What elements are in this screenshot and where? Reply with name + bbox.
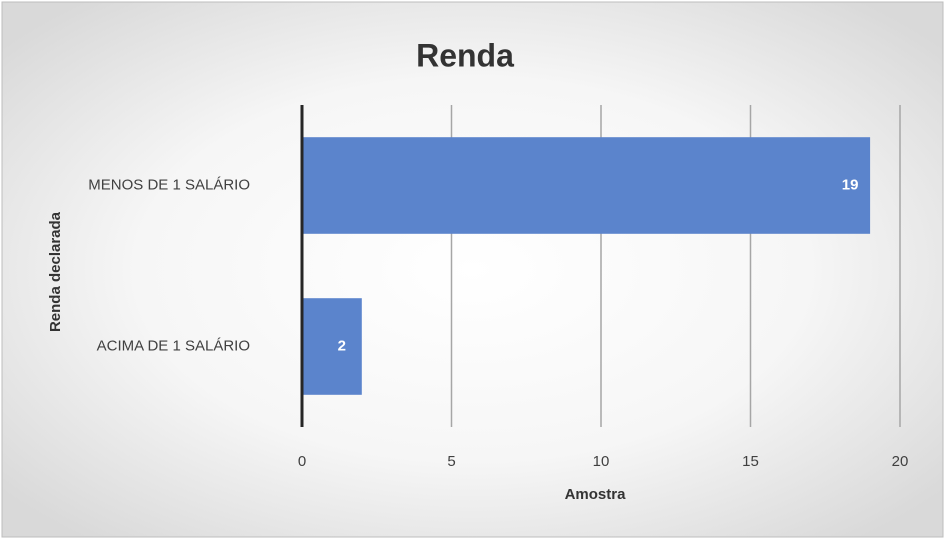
bar <box>302 298 362 395</box>
x-tick-label: 0 <box>298 453 306 470</box>
data-label: 2 <box>338 337 346 354</box>
x-tick-label: 5 <box>447 453 455 470</box>
y-tick-label: ACIMA DE 1 SALÁRIO <box>97 337 250 354</box>
x-axis-title: Amostra <box>565 486 627 503</box>
bar <box>302 137 871 234</box>
y-axis-title: Renda declarada <box>47 211 64 332</box>
x-tick-label: 15 <box>742 453 759 470</box>
x-tick-label: 20 <box>892 453 909 470</box>
chart-title: Renda <box>416 37 514 73</box>
y-tick-label: MENOS DE 1 SALÁRIO <box>88 176 250 193</box>
data-label: 19 <box>842 176 859 193</box>
x-tick-label: 10 <box>593 453 610 470</box>
